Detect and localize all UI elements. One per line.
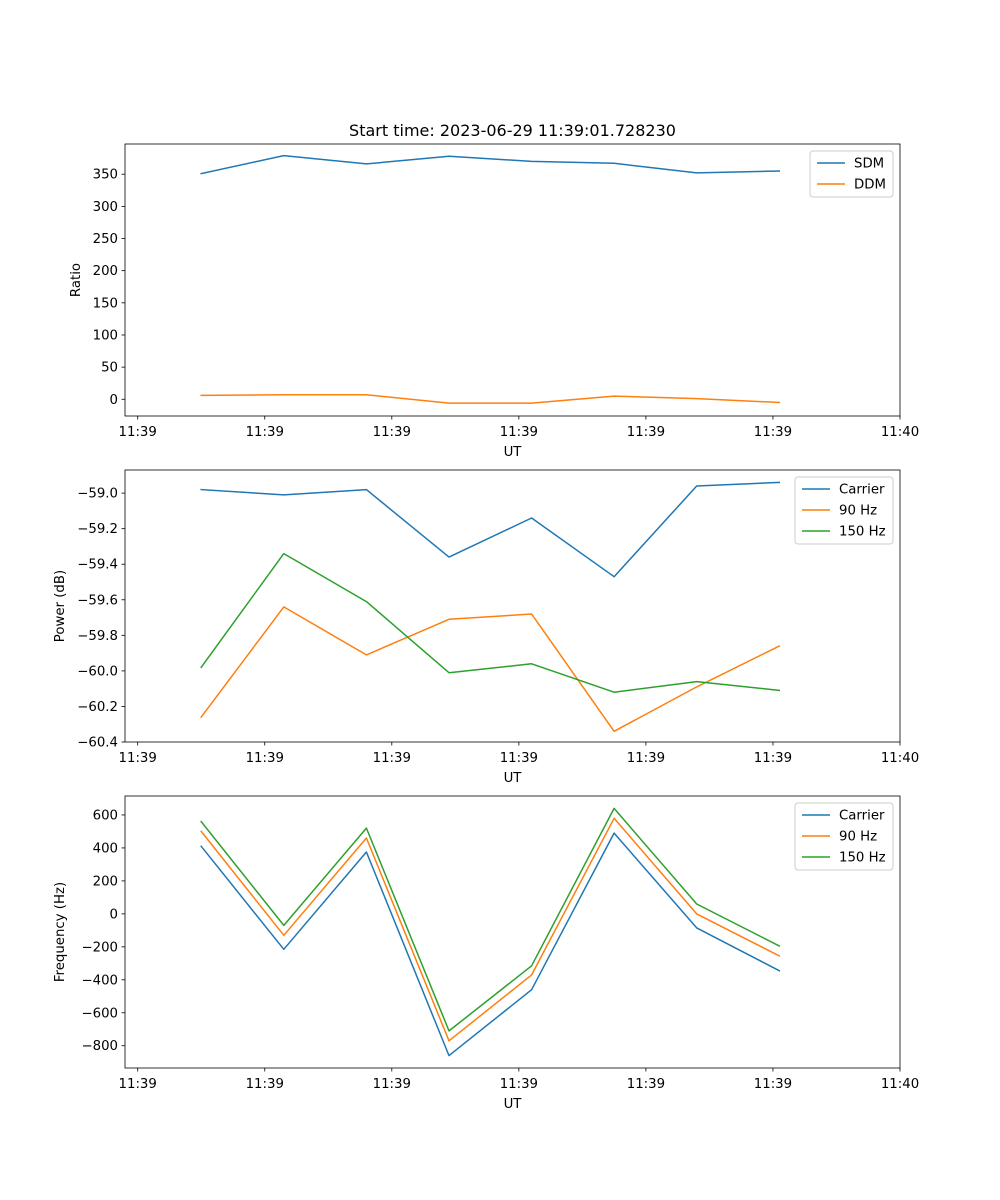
x-axis-label: UT (504, 771, 523, 786)
y-tick-label: 200 (93, 874, 118, 889)
x-tick-label: 11:39 (500, 1077, 538, 1092)
plot-frame (124, 469, 901, 743)
x-tick-label: 11:39 (373, 1077, 411, 1092)
legend: SDM DDM (809, 150, 894, 198)
chart-panel-2: 11:39 11:39 11:39 11:39 11:39 11:39 11:40 UT −60… (53, 469, 919, 786)
series-line-3 (200, 552, 781, 693)
x-tick-label: 11:40 (881, 751, 919, 766)
y-tick-label: −200 (81, 940, 118, 955)
plot-frame (124, 795, 901, 1069)
y-tick-label: −60.2 (77, 700, 118, 715)
x-tick-label: 11:39 (754, 425, 792, 440)
y-tick-label: −60.4 (77, 736, 118, 751)
series-line-1 (200, 154, 781, 175)
x-tick-label: 11:39 (119, 1077, 157, 1092)
legend-box (794, 476, 894, 545)
y-tick-label: 0 (110, 907, 118, 922)
chart-title: Start time: 2023-06-29 11:39:01.728230 (349, 121, 676, 140)
x-tick-label: 11:39 (119, 425, 157, 440)
y-axis-label: Ratio (69, 263, 84, 297)
x-tick-label: 11:39 (627, 425, 665, 440)
y-tick-label: −59.0 (77, 487, 118, 502)
chart-panel-3: 11:39 11:39 11:39 11:39 11:39 11:39 11:40 UT −80… (53, 795, 919, 1112)
y-axis-label: Frequency (Hz) (53, 882, 68, 982)
x-tick-label: 11:39 (246, 1077, 284, 1092)
legend-label: SDM (854, 157, 884, 172)
x-tick-label: 11:39 (119, 751, 157, 766)
legend-label: DDM (854, 178, 886, 193)
x-tick-label: 11:40 (881, 1077, 919, 1092)
series-line-3 (200, 807, 781, 1032)
chart-panel-1: 11:39 11:39 11:39 11:39 11:39 11:39 11:40 UT 0 50… (69, 143, 919, 460)
series-line-1 (200, 481, 781, 578)
x-tick-label: 11:39 (627, 751, 665, 766)
y-tick-label: −59.4 (77, 558, 118, 573)
x-axis-label: UT (504, 1097, 523, 1112)
legend-label: 90 Hz (839, 504, 877, 519)
y-tick-label: 400 (93, 841, 118, 856)
y-tick-label: −400 (81, 973, 118, 988)
y-tick-label: 150 (93, 296, 118, 311)
x-tick-label: 11:39 (373, 751, 411, 766)
charts-group: 11:39 11:39 11:39 11:39 11:39 11:39 11:40 UT 0 50… (53, 143, 919, 1112)
y-tick-label: −60.0 (77, 664, 118, 679)
x-tick-label: 11:39 (373, 425, 411, 440)
y-tick-label: −59.8 (77, 629, 118, 644)
legend: Carrier 90 Hz 150 Hz (794, 476, 894, 545)
legend-label: 150 Hz (839, 851, 886, 866)
y-tick-label: 100 (93, 328, 118, 343)
series-line-2 (200, 394, 781, 404)
y-tick-label: 250 (93, 232, 118, 247)
x-tick-label: 11:40 (881, 425, 919, 440)
x-tick-label: 11:39 (500, 751, 538, 766)
x-tick-label: 11:39 (246, 751, 284, 766)
y-tick-label: 200 (93, 264, 118, 279)
legend-label: Carrier (839, 483, 885, 498)
series-line-2 (200, 817, 781, 1042)
y-tick-label: −59.2 (77, 522, 118, 537)
legend-box (794, 802, 894, 871)
y-tick-label: 50 (101, 361, 118, 376)
x-tick-label: 11:39 (754, 751, 792, 766)
legend-label: Carrier (839, 809, 885, 824)
series-line-1 (200, 832, 781, 1057)
y-tick-label: 300 (93, 200, 118, 215)
y-tick-label: −600 (81, 1006, 118, 1021)
y-tick-label: 350 (93, 168, 118, 183)
x-tick-label: 11:39 (754, 1077, 792, 1092)
y-tick-label: −800 (81, 1039, 118, 1054)
y-tick-label: 0 (110, 393, 118, 408)
legend-label: 90 Hz (839, 830, 877, 845)
y-axis-label: Power (dB) (53, 570, 68, 642)
x-tick-label: 11:39 (246, 425, 284, 440)
plot-frame (124, 143, 901, 417)
x-axis-label: UT (504, 445, 523, 460)
legend: Carrier 90 Hz 150 Hz (794, 802, 894, 871)
y-tick-label: −59.6 (77, 593, 118, 608)
x-tick-label: 11:39 (500, 425, 538, 440)
x-tick-label: 11:39 (627, 1077, 665, 1092)
y-tick-label: 600 (93, 808, 118, 823)
legend-label: 150 Hz (839, 525, 886, 540)
series-line-2 (200, 606, 781, 733)
